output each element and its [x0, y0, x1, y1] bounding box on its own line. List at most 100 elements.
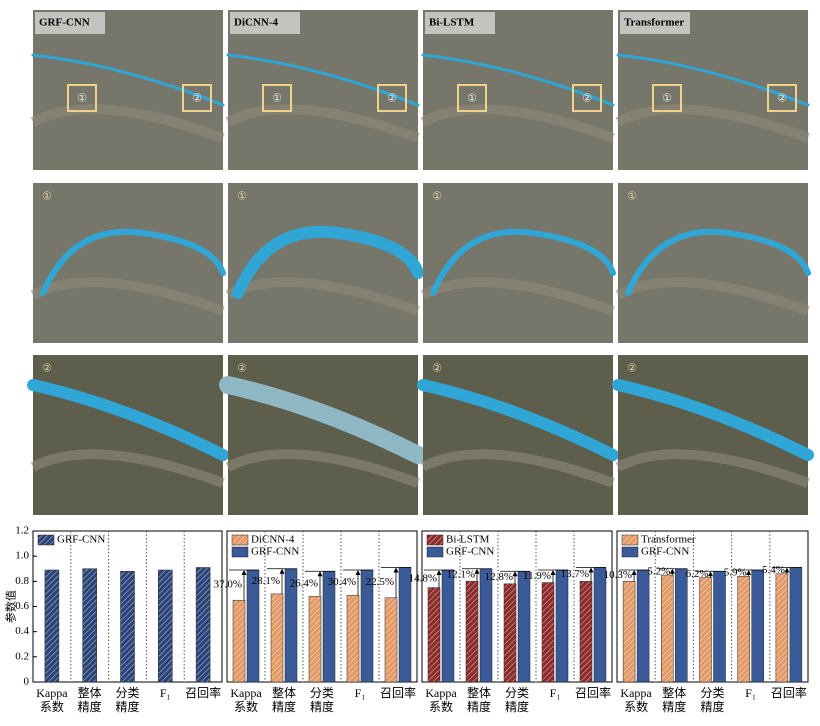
- satellite-image: [618, 183, 808, 343]
- x-tick-label: F₁: [354, 686, 366, 700]
- x-tick-label: 整体 精度: [466, 686, 491, 714]
- improvement-label: 5.4%: [762, 564, 785, 576]
- label-box: [35, 12, 105, 34]
- zoom-label: ②: [42, 363, 52, 375]
- bar: [479, 568, 493, 683]
- bar: [636, 569, 650, 683]
- improvement-label: 37.0%: [214, 579, 242, 591]
- x-tick-label: 分类 精度: [700, 686, 725, 714]
- y-tick-label: 0.4: [15, 625, 29, 637]
- legend-swatch: [231, 546, 249, 558]
- legend-swatch: [231, 534, 249, 546]
- y-tick-label: 0.2: [15, 650, 29, 662]
- terrain: [615, 104, 810, 143]
- terrain: [615, 449, 810, 488]
- zoom-box: [377, 84, 407, 112]
- zoom-box: [767, 84, 797, 112]
- x-tick-label: 召回率: [185, 686, 222, 700]
- zoom-label: ②: [627, 363, 637, 375]
- legend-label: GRF-CNN: [57, 534, 105, 546]
- zoom-label: ①: [662, 93, 672, 105]
- x-tick-label: F₁: [549, 686, 561, 700]
- x-tick-label: 分类 精度: [115, 686, 140, 714]
- arrow-head: [631, 570, 637, 576]
- arrow-head: [436, 570, 442, 576]
- terrain: [420, 277, 615, 316]
- legend-label: GRF-CNN: [446, 546, 494, 558]
- terrain: [225, 104, 420, 143]
- zoom-label: ②: [432, 363, 442, 375]
- bar: [503, 583, 517, 683]
- bar: [232, 599, 246, 683]
- x-tick-label: Kappa 系数: [230, 686, 262, 714]
- legend-swatch: [621, 546, 639, 558]
- arrow-head: [669, 568, 675, 574]
- y-axis-label: 参数值: [4, 590, 18, 623]
- arrow-head: [588, 567, 594, 573]
- satellite-image: [33, 183, 223, 343]
- terrain: [30, 104, 225, 143]
- water-extraction: [612, 379, 814, 461]
- arrow-head: [512, 571, 518, 577]
- arrow-head: [708, 571, 713, 577]
- y-tick-label: 0: [24, 676, 30, 688]
- water-extraction: [40, 228, 226, 296]
- arrow-head: [355, 570, 361, 576]
- satellite-image: [33, 10, 223, 170]
- zoom-box: [457, 84, 487, 112]
- bar: [555, 569, 569, 683]
- zoom-label: ②: [777, 93, 787, 105]
- satellite-image: [423, 183, 613, 343]
- x-tick-label: 召回率: [380, 686, 417, 700]
- water-extraction: [31, 53, 225, 107]
- terrain: [30, 277, 225, 316]
- plot-frame: [616, 530, 809, 683]
- legend-label: Bi-LSTM: [446, 534, 490, 546]
- zoom-label: ②: [192, 93, 202, 105]
- legend-swatch: [621, 534, 639, 546]
- improvement-label: 6.2%: [686, 568, 709, 580]
- x-tick-label: 整体 精度: [662, 686, 687, 714]
- y-tick-label: 1.2: [15, 525, 29, 537]
- improvement-label: 14.8%: [409, 572, 437, 584]
- improvement-label: 22.5%: [366, 576, 394, 588]
- bar: [82, 568, 97, 683]
- legend-swatch: [37, 534, 55, 546]
- bar: [441, 569, 455, 683]
- zoom-label: ①: [77, 93, 87, 105]
- x-tick-label: Kappa 系数: [36, 686, 68, 714]
- x-tick-label: 分类 精度: [309, 686, 334, 714]
- plot-frame: [421, 530, 613, 683]
- bar: [270, 593, 284, 683]
- improvement-label: 30.4%: [328, 576, 356, 588]
- bar: [517, 571, 531, 683]
- water-extraction: [625, 228, 811, 296]
- zoom-box: [182, 84, 212, 112]
- label-box: [230, 12, 300, 34]
- x-tick-label: 整体 精度: [77, 686, 102, 714]
- zoom-label: ②: [582, 93, 592, 105]
- y-tick-label: 0.6: [15, 600, 29, 612]
- satellite-image: [423, 10, 613, 170]
- zoom-label: ①: [237, 191, 247, 203]
- improvement-label: 12.1%: [447, 569, 475, 581]
- bar: [622, 581, 636, 683]
- arrow-head: [474, 568, 480, 574]
- bar: [308, 596, 322, 683]
- arrow-head: [784, 567, 790, 573]
- label-box: [620, 12, 690, 34]
- bar: [427, 587, 441, 683]
- improvement-label: 11.9%: [523, 570, 551, 582]
- terrain: [420, 449, 615, 488]
- water-extraction: [421, 53, 615, 107]
- legend-swatch: [426, 534, 444, 546]
- x-tick-label: 分类 精度: [504, 686, 529, 714]
- legend-label: GRF-CNN: [251, 546, 299, 558]
- bar: [775, 573, 789, 683]
- bar: [158, 569, 173, 683]
- zoom-box: [572, 84, 602, 112]
- y-tick-label: 1.0: [15, 550, 29, 562]
- legend-label: DiCNN-4: [251, 534, 295, 546]
- bar: [120, 571, 135, 683]
- bar: [398, 567, 412, 683]
